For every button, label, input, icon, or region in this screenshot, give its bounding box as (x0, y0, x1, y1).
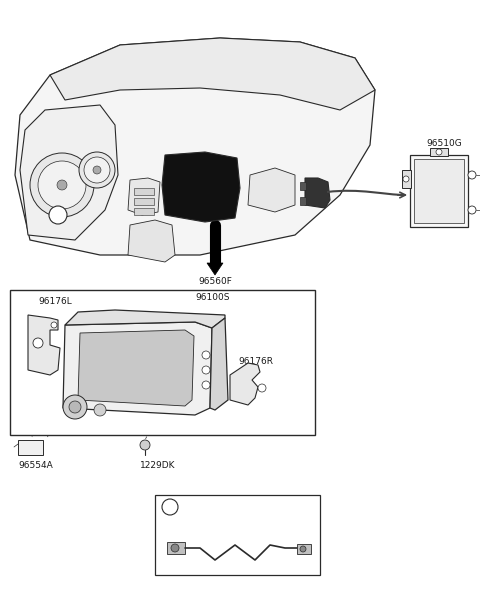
Text: 96560F: 96560F (198, 278, 232, 287)
Circle shape (84, 157, 110, 183)
Text: 96173: 96173 (77, 377, 106, 386)
Circle shape (38, 161, 86, 209)
Circle shape (94, 404, 106, 416)
Bar (18, 440, 43, 455)
Polygon shape (50, 38, 375, 110)
Bar (402, 170, 411, 188)
Text: 96510G: 96510G (426, 138, 462, 147)
Circle shape (57, 180, 67, 190)
Text: a: a (168, 502, 173, 511)
Text: 1229DK: 1229DK (140, 460, 176, 469)
Circle shape (79, 152, 115, 188)
Polygon shape (28, 315, 60, 375)
Bar (300, 182, 306, 190)
Polygon shape (128, 220, 175, 262)
Circle shape (140, 440, 150, 450)
Circle shape (49, 206, 67, 224)
Text: a: a (55, 210, 61, 219)
Polygon shape (78, 330, 194, 406)
Polygon shape (248, 168, 295, 212)
Circle shape (33, 338, 43, 348)
Bar (134, 188, 154, 195)
Circle shape (300, 546, 306, 552)
Circle shape (69, 401, 81, 413)
Circle shape (258, 384, 266, 392)
Text: 96176L: 96176L (38, 297, 72, 307)
Circle shape (171, 544, 179, 552)
Bar (430, 148, 448, 156)
Bar (414, 159, 464, 223)
Bar (134, 208, 154, 215)
Bar (300, 197, 306, 205)
Circle shape (403, 176, 409, 182)
Bar (167, 542, 185, 554)
Polygon shape (162, 152, 240, 222)
Circle shape (436, 149, 442, 155)
Circle shape (202, 366, 210, 374)
Bar (155, 495, 320, 575)
Circle shape (51, 322, 57, 328)
Polygon shape (207, 263, 223, 275)
Polygon shape (15, 38, 375, 255)
Circle shape (162, 499, 178, 515)
Bar (10, 290, 315, 435)
Polygon shape (20, 105, 118, 240)
Polygon shape (65, 310, 225, 328)
Bar (134, 198, 154, 205)
Circle shape (30, 153, 94, 217)
Polygon shape (305, 178, 330, 208)
Bar (410, 155, 468, 227)
Polygon shape (210, 318, 228, 410)
Circle shape (63, 395, 87, 419)
Polygon shape (63, 322, 212, 415)
Text: 96100S: 96100S (195, 293, 229, 302)
Text: 96554A: 96554A (18, 460, 53, 469)
Text: 96125C: 96125C (207, 502, 242, 511)
Polygon shape (128, 178, 160, 215)
Circle shape (93, 166, 101, 174)
Circle shape (468, 171, 476, 179)
Circle shape (468, 206, 476, 214)
Circle shape (202, 381, 210, 389)
Text: 96176R: 96176R (238, 358, 273, 367)
Polygon shape (230, 363, 260, 405)
Circle shape (202, 351, 210, 359)
Bar (297, 544, 311, 554)
